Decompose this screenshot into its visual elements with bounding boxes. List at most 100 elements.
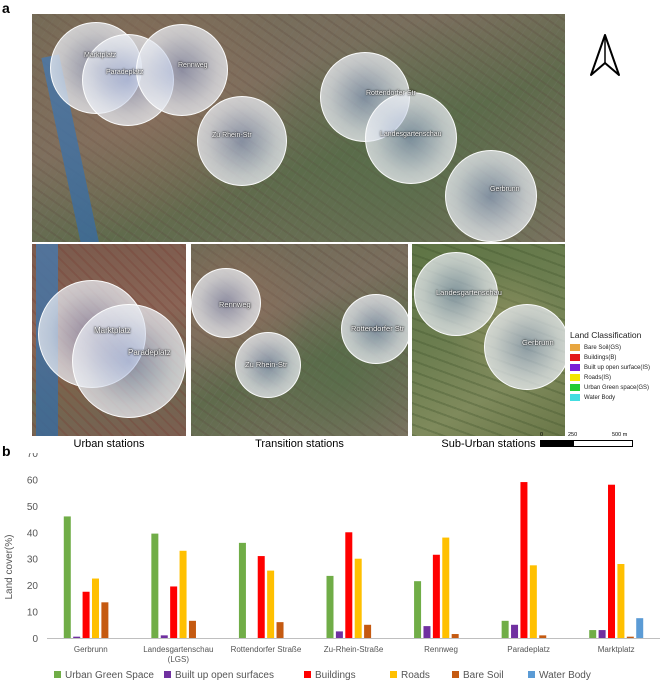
bar	[63, 516, 71, 638]
scale-segment-dark	[540, 440, 574, 447]
land-classification-legend: Land Classification Bare Soil(GS) Buildin…	[570, 330, 667, 404]
legend-label: Buildings	[315, 670, 356, 681]
panel-b-letter: b	[2, 443, 11, 459]
bar	[432, 554, 440, 638]
legend-label: Bare Soil	[463, 670, 504, 681]
bar	[267, 570, 275, 638]
legend-label: Roads(IS)	[584, 374, 612, 381]
legend-swatch	[570, 374, 580, 381]
bar	[501, 620, 509, 638]
label-paradeplatz-inset: Paradeplatz	[128, 348, 171, 357]
bar	[520, 482, 528, 638]
buffer-rottendorfer-inset	[341, 294, 408, 364]
y-tick-label: 10	[27, 608, 39, 619]
legend-row: Built up open surface(IS)	[570, 364, 667, 371]
label-gerbrunn-inset: Gerbrunn	[522, 338, 554, 347]
bar	[414, 581, 422, 638]
urban-inset-map: Marktplatz Paradeplatz	[32, 244, 186, 436]
bar	[188, 620, 196, 638]
legend-label: Urban Green space(GS)	[584, 384, 650, 391]
caption-transition: Transition stations	[255, 438, 344, 450]
x-tick-label: Landesgartenschau	[143, 645, 213, 654]
scale-segment-light	[573, 440, 633, 447]
bar	[589, 630, 597, 638]
label-zu-rhein-inset: Zu Rhein-Str	[245, 360, 288, 369]
y-tick-label: 30	[27, 555, 39, 566]
legend-row: Roads(IS)	[570, 374, 667, 381]
bar	[511, 624, 519, 638]
bar	[529, 565, 537, 638]
legend-swatch	[164, 671, 171, 678]
buffer-rennweg-inset	[191, 268, 261, 338]
buffer-zu-rhein	[197, 96, 287, 186]
legend-swatch	[570, 394, 580, 401]
legend-swatch	[304, 671, 311, 678]
legend-label: Buildings(B)	[584, 354, 617, 361]
bar	[598, 630, 606, 638]
north-arrow-icon	[590, 34, 620, 76]
bar	[160, 635, 168, 638]
bar	[91, 578, 99, 638]
bar	[345, 532, 353, 638]
x-tick-label: Paradeplatz	[507, 645, 550, 654]
y-axis: 0 10 20 30 40 50 60 70	[27, 453, 660, 645]
x-tick-label: Marktplatz	[598, 645, 635, 654]
legend-label: Water Body	[539, 670, 591, 681]
bar	[101, 602, 109, 638]
legend-swatch	[390, 671, 397, 678]
bar	[276, 622, 284, 638]
buffer-gerbrunn	[445, 150, 537, 242]
bar	[617, 564, 625, 638]
legend-swatch	[570, 354, 580, 361]
bar	[423, 626, 431, 638]
label-marktplatz-inset: Marktplatz	[94, 326, 131, 335]
scale-label-500: 500 m	[612, 432, 628, 438]
bar	[335, 631, 343, 638]
x-tick-label: Rottendorfer Straße	[231, 645, 302, 654]
y-tick-label: 40	[27, 528, 39, 539]
label-paradeplatz: Paradeplatz	[106, 69, 144, 76]
label-gerbrunn: Gerbrunn	[490, 186, 520, 193]
bar	[636, 618, 644, 638]
label-rottendorfer: Rottendorfer Str	[366, 90, 416, 97]
bars	[63, 482, 644, 638]
legend-label: Bare Soil(GS)	[584, 344, 622, 351]
buffer-gerbrunn-inset	[484, 304, 565, 390]
buffer-rennweg	[136, 24, 228, 116]
buffer-zu-rhein-inset	[235, 332, 301, 398]
buffer-paradeplatz-inset	[72, 304, 186, 418]
label-landesgartenschau: Landesgartenschau	[380, 131, 442, 138]
bar	[608, 484, 616, 638]
legend-row: Water Body	[570, 394, 667, 401]
buffer-landesgartenschau-inset	[414, 252, 498, 336]
chart-legend: Urban Green Space Built up open surfaces B…	[54, 670, 591, 681]
legend-row: Urban Green space(GS)	[570, 384, 667, 391]
bar	[364, 624, 372, 638]
bar	[442, 537, 450, 638]
transition-inset-map: Rennweg Rottendorfer Str Zu Rhein-Str	[191, 244, 408, 436]
legend-label: Built up open surface(IS)	[584, 364, 651, 371]
bar	[451, 634, 459, 638]
legend-rows: Bare Soil(GS) Buildings(B) Built up open s…	[570, 344, 667, 401]
bar	[170, 586, 178, 638]
bar	[82, 591, 90, 638]
y-tick-label: 20	[27, 581, 39, 592]
legend-label: Built up open surfaces	[175, 670, 274, 681]
x-axis-labels: Gerbrunn Landesgartenschau(LGS) Rottendorf…	[74, 645, 635, 664]
bar	[257, 556, 265, 638]
scale-label-0: 0	[540, 432, 544, 438]
panel-a-letter: a	[2, 0, 10, 16]
legend-label: Urban Green Space	[65, 670, 154, 681]
caption-suburban: Sub-Urban stations	[441, 438, 536, 450]
bar	[238, 542, 246, 638]
buffer-landesgartenschau	[365, 92, 457, 184]
label-rennweg-inset: Rennweg	[219, 300, 251, 309]
legend-label: Water Body	[584, 394, 616, 401]
legend-swatch	[570, 364, 580, 371]
bar	[326, 575, 334, 638]
label-rottendorfer-inset: Rottendorfer Str	[351, 324, 405, 333]
bar	[151, 533, 159, 638]
bar	[179, 550, 187, 638]
legend-swatch	[570, 344, 580, 351]
caption-urban: Urban stations	[73, 438, 145, 450]
